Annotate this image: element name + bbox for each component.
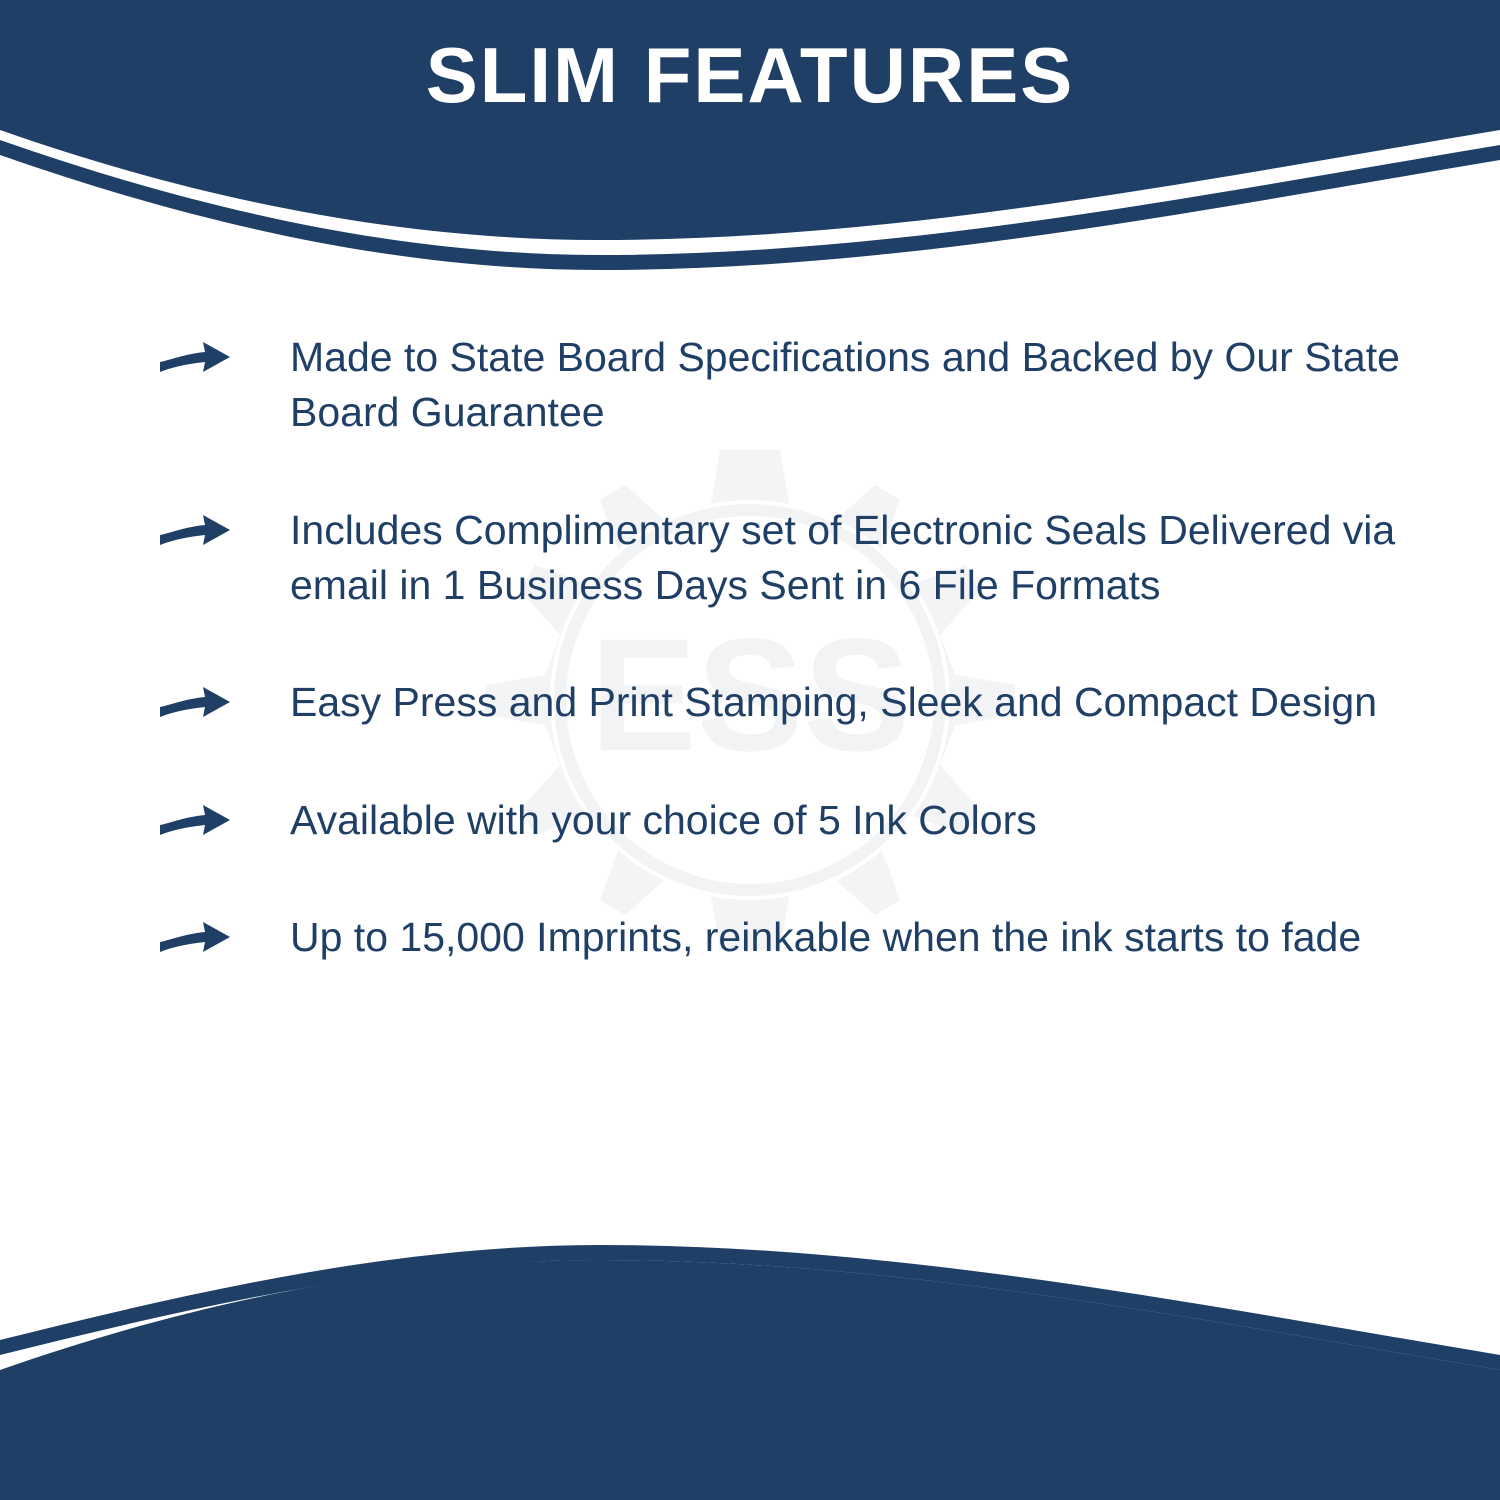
feature-item: Easy Press and Print Stamping, Sleek and… [155, 675, 1430, 730]
feature-item: Available with your choice of 5 Ink Colo… [155, 793, 1430, 848]
feature-item: Made to State Board Specifications and B… [155, 330, 1430, 441]
feature-text: Easy Press and Print Stamping, Sleek and… [290, 675, 1377, 730]
feature-text: Available with your choice of 5 Ink Colo… [290, 793, 1037, 848]
footer-wave-shape [0, 1220, 1500, 1500]
arrow-icon [155, 332, 235, 382]
arrow-icon [155, 912, 235, 962]
infographic-container: ESS SLIM FEATURES Made to State Board Sp… [0, 0, 1500, 1500]
arrow-icon [155, 795, 235, 845]
page-title: SLIM FEATURES [0, 30, 1500, 121]
features-list: Made to State Board Specifications and B… [155, 330, 1430, 1027]
feature-item: Up to 15,000 Imprints, reinkable when th… [155, 910, 1430, 965]
feature-text: Up to 15,000 Imprints, reinkable when th… [290, 910, 1361, 965]
feature-text: Made to State Board Specifications and B… [290, 330, 1430, 441]
feature-item: Includes Complimentary set of Electronic… [155, 503, 1430, 614]
arrow-icon [155, 505, 235, 555]
feature-text: Includes Complimentary set of Electronic… [290, 503, 1430, 614]
arrow-icon [155, 677, 235, 727]
